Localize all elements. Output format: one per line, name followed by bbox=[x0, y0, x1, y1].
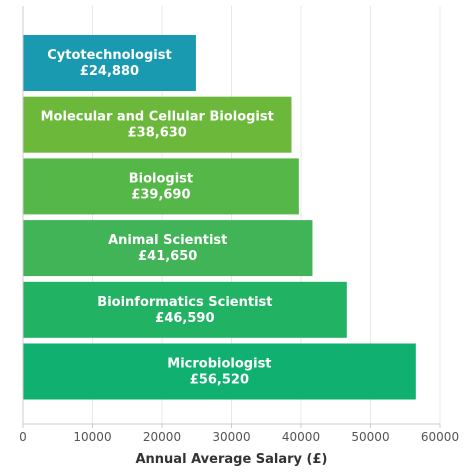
x-tick-label-4: 40000 bbox=[282, 430, 320, 444]
bar-value-label-0: £24,880 bbox=[80, 64, 139, 79]
x-axis-title: Annual Average Salary (£) bbox=[135, 452, 327, 467]
x-tick-label-3: 30000 bbox=[212, 430, 250, 444]
x-axis: 0 10000 20000 30000 40000 50000 60000 bbox=[19, 6, 459, 444]
x-tick-label-6: 60000 bbox=[421, 430, 459, 444]
bar-4 bbox=[23, 281, 347, 338]
x-tick-label-0: 0 bbox=[19, 430, 27, 444]
bar-1 bbox=[23, 96, 292, 153]
x-tick-label-5: 50000 bbox=[351, 430, 389, 444]
bars: Cytotechnologist£24,880 Molecular and Cel… bbox=[23, 35, 416, 400]
bar-value-label-4: £46,590 bbox=[155, 311, 214, 326]
bar-category-label-4: Bioinformatics Scientist bbox=[97, 295, 272, 310]
bar-3 bbox=[23, 220, 313, 277]
bar-category-label-2: Biologist bbox=[129, 171, 193, 186]
bar-category-label-5: Microbiologist bbox=[167, 357, 271, 372]
bar-value-label-3: £41,650 bbox=[138, 249, 197, 264]
bar-category-label-0: Cytotechnologist bbox=[47, 48, 171, 63]
bar-value-label-5: £56,520 bbox=[190, 373, 249, 388]
bar-category-label-3: Animal Scientist bbox=[108, 233, 227, 248]
bar-category-label-1: Molecular and Cellular Biologist bbox=[41, 110, 274, 125]
bar-2 bbox=[23, 158, 299, 215]
bar-value-label-2: £39,690 bbox=[131, 187, 190, 202]
x-tick-label-1: 10000 bbox=[73, 430, 111, 444]
x-tick-label-2: 20000 bbox=[143, 430, 181, 444]
bar-value-label-1: £38,630 bbox=[128, 126, 187, 141]
bar-5 bbox=[23, 343, 416, 400]
bar-0 bbox=[23, 35, 196, 91]
